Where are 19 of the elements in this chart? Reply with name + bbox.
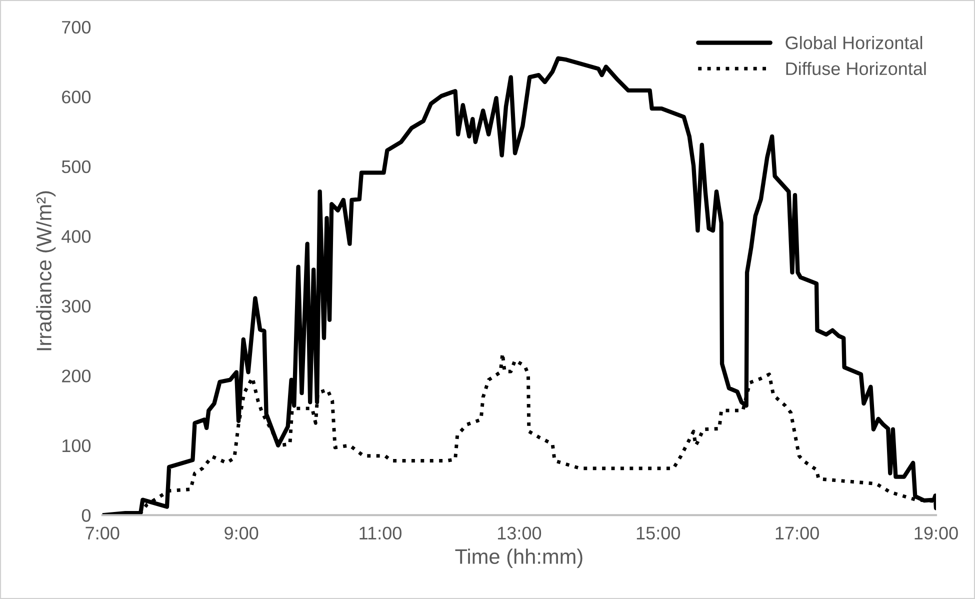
legend-label: Global Horizontal	[786, 36, 922, 50]
x-tick-label: 19:00	[914, 526, 958, 540]
x-tick-label: 15:00	[636, 526, 680, 540]
y-tick-label: 200	[62, 370, 91, 382]
y-tick-label: 400	[62, 230, 91, 243]
x-tick-label: 7:00	[86, 526, 120, 540]
y-tick-label: 100	[62, 439, 91, 452]
legend-label: Diffuse Horizontal	[786, 62, 926, 76]
x-tick-label: 11:00	[360, 526, 402, 540]
x-tick-label: 9:00	[224, 526, 258, 540]
y-tick-label: 300	[62, 300, 91, 313]
x-axis-title: Time (hh:mm)	[455, 548, 582, 568]
y-tick-label: 0	[82, 509, 91, 522]
x-tick-label: 13:00	[498, 526, 542, 540]
y-tick-label: 500	[62, 160, 91, 174]
x-tick-label: 17:00	[776, 526, 819, 540]
y-tick-label: 700	[62, 20, 91, 34]
y-axis-title: Irradiance (W/m²)	[36, 191, 56, 350]
y-tick-label: 600	[62, 90, 91, 104]
